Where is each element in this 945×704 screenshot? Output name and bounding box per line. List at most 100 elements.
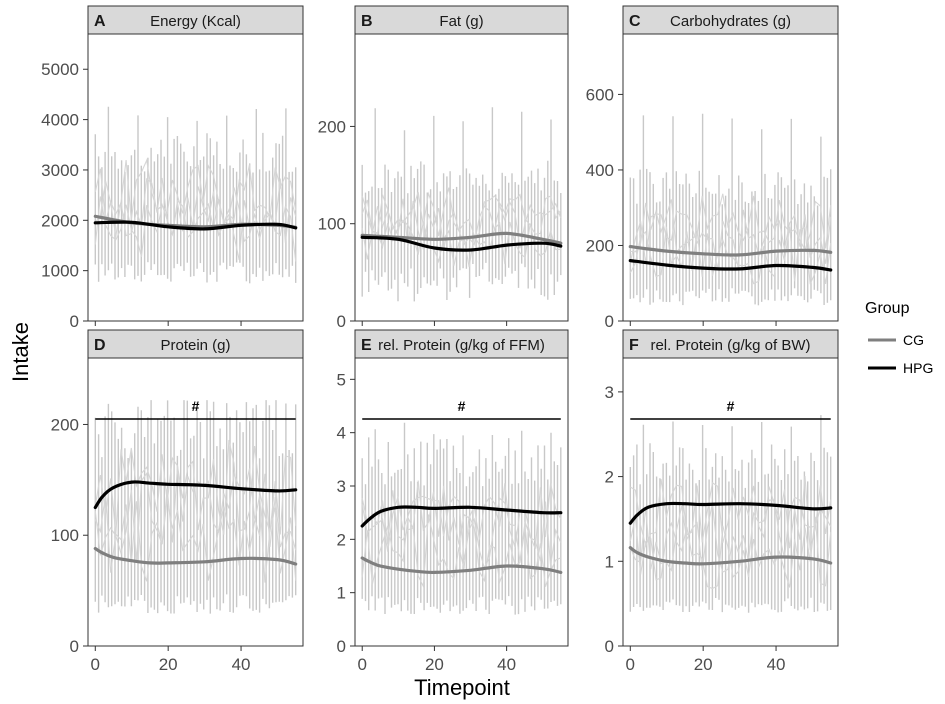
y-tick-label: 3 <box>337 477 346 496</box>
raw-data-lines <box>361 422 562 615</box>
y-tick-label: 100 <box>318 215 346 234</box>
series-line-hpg <box>93 220 298 231</box>
x-tick-label: 40 <box>497 655 516 674</box>
y-tick-label: 0 <box>337 312 346 331</box>
panel-tag-f: F <box>629 337 639 354</box>
series-line-cg <box>360 556 563 575</box>
raw-traces <box>361 480 562 589</box>
y-tick-label: 1 <box>337 584 346 603</box>
strip-d <box>87 329 304 359</box>
y-tick-label: 1000 <box>41 262 79 281</box>
x-tick-label: 20 <box>425 655 444 674</box>
series-line-hpg <box>93 480 298 510</box>
panel-title-f: rel. Protein (g/kg of BW) <box>650 337 810 354</box>
y-tick-label: 600 <box>586 85 614 104</box>
raw-trace <box>94 439 297 535</box>
panel-title-e: rel. Protein (g/kg of FFM) <box>378 337 545 354</box>
raw-trace <box>630 475 832 551</box>
raw-data-lines <box>629 415 832 613</box>
panel-tag-d: D <box>94 337 106 354</box>
y-tick-label: 0 <box>605 637 614 656</box>
legend-label-hpg: HPG <box>903 360 933 376</box>
panel-title-d: Protein (g) <box>160 337 230 354</box>
y-tick-label: 3 <box>605 383 614 402</box>
strip-f <box>622 329 839 359</box>
y-tick-label: 100 <box>51 526 79 545</box>
raw-trace <box>629 496 832 573</box>
series-line-cg <box>628 546 833 566</box>
y-tick-label: 0 <box>605 312 614 331</box>
panel-d: D Protein (g) #0 100 200 0 20 40 <box>51 329 304 674</box>
raw-trace <box>94 196 297 262</box>
x-tick-label: 0 <box>91 655 100 674</box>
y-tick-label: 200 <box>586 236 614 255</box>
x-tick-label: 40 <box>767 655 786 674</box>
raw-trace <box>361 219 561 268</box>
plot-area <box>355 34 568 321</box>
series-line-hpg <box>628 501 833 525</box>
series-line-cg <box>93 546 298 566</box>
raw-trace <box>629 209 832 270</box>
y-tick-label: 400 <box>586 161 614 180</box>
x-tick-label: 20 <box>159 655 178 674</box>
plot-area <box>88 34 303 321</box>
panel-tag-e: E <box>361 337 372 354</box>
y-tick-label: 1 <box>605 552 614 571</box>
x-tick-label: 40 <box>232 655 251 674</box>
series-line-cg <box>628 245 833 257</box>
x-axis-title: Timepoint <box>414 675 510 700</box>
x-tick-label: 0 <box>357 655 366 674</box>
x-tick-label: 20 <box>694 655 713 674</box>
y-tick-label: 2000 <box>41 211 79 230</box>
panel-frame <box>354 357 569 647</box>
strip-e <box>354 329 569 359</box>
raw-trace <box>94 158 297 225</box>
panel-title-c: Carbohydrates (g) <box>670 13 791 30</box>
series-line-hpg <box>360 505 563 528</box>
panel-frame <box>87 357 304 647</box>
raw-trace <box>630 193 832 254</box>
panel-title-b: Fat (g) <box>439 13 483 30</box>
y-tick-label: 0 <box>337 637 346 656</box>
strip-a <box>87 5 304 35</box>
y-tick-label: 0 <box>70 637 79 656</box>
raw-trace <box>361 187 562 237</box>
legend: Group CG HPG <box>865 300 933 376</box>
y-tick-label: 2 <box>605 468 614 487</box>
plot-area <box>355 358 568 646</box>
strip-b <box>354 5 569 35</box>
plot-area <box>623 34 838 321</box>
panel-frame <box>354 33 569 322</box>
panel-frame <box>622 357 839 647</box>
series-line-hpg <box>628 259 833 272</box>
raw-trace <box>94 494 297 583</box>
raw-trace <box>361 480 562 550</box>
series-line-cg <box>360 231 563 245</box>
panel-tag-b: B <box>361 13 373 30</box>
y-tick-label: 0 <box>70 312 79 331</box>
strip-c <box>622 5 839 35</box>
significance-marker: # <box>458 398 466 414</box>
y-tick-label: 200 <box>51 415 79 434</box>
panel-tag-c: C <box>629 13 641 30</box>
panel-frame <box>622 33 839 322</box>
significance-marker: # <box>727 398 735 414</box>
legend-title: Group <box>865 300 910 317</box>
y-tick-label: 3000 <box>41 161 79 180</box>
y-tick-label: 2 <box>337 530 346 549</box>
y-tick-label: 5000 <box>41 60 79 79</box>
y-axis-title: Intake <box>8 322 33 382</box>
raw-trace <box>361 514 562 589</box>
series-line-hpg <box>360 235 563 252</box>
y-tick-label: 4 <box>337 424 346 443</box>
x-tick-label: 0 <box>626 655 635 674</box>
panel-title-a: Energy (Kcal) <box>150 13 241 30</box>
y-tick-label: 4000 <box>41 111 79 130</box>
